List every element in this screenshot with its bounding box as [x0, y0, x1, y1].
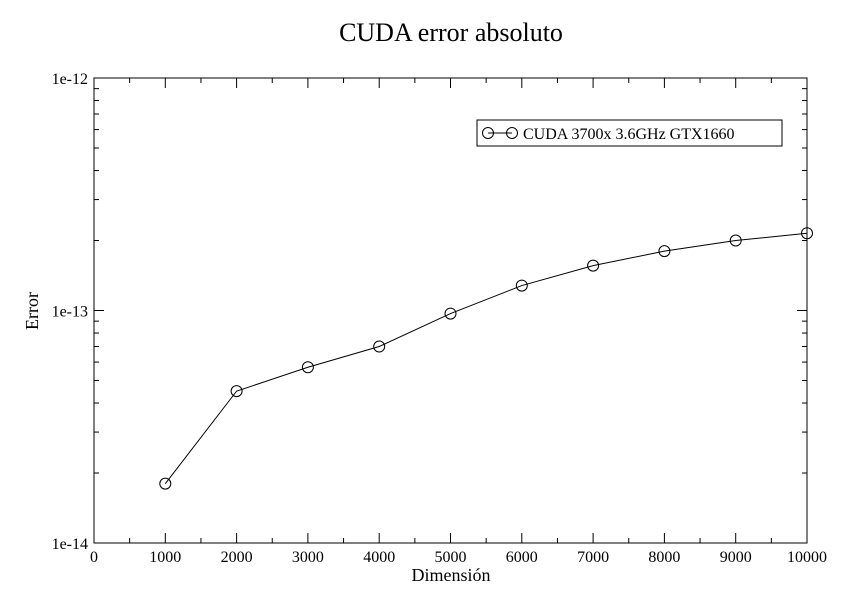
x-tick-label: 1000: [149, 549, 181, 566]
data-point: [658, 245, 671, 258]
legend-marker: [482, 127, 494, 139]
legend-entry-label: CUDA 3700x 3.6GHz GTX1660: [523, 126, 735, 143]
x-tick-label: 6000: [506, 549, 538, 566]
axis-tick-labels: 0 1000 2000 3000 4000 5000 6000 7000 8000 9000 100…: [52, 71, 827, 566]
data-point: [587, 259, 600, 272]
x-tick-label: 9000: [720, 549, 752, 566]
y-tick-label: 1e-13: [52, 304, 88, 321]
x-tick-label: 8000: [648, 549, 680, 566]
legend-box: [476, 119, 783, 147]
x-tick-label: 4000: [363, 549, 395, 566]
data-point: [159, 477, 172, 490]
legend-marker: [506, 127, 518, 139]
x-tick-label: 5000: [435, 549, 467, 566]
y-axis-label: Error: [22, 292, 42, 330]
y-tick-label: 1e-12: [52, 71, 88, 88]
legend: CUDA 3700x 3.6GHz GTX1660: [476, 119, 783, 147]
axis-ticks: [93, 77, 808, 544]
x-axis-label: Dimensión: [412, 565, 491, 585]
data-point: [301, 361, 314, 374]
x-tick-label: 0: [90, 549, 98, 566]
data-point: [230, 385, 243, 398]
x-tick-label: 2000: [221, 549, 253, 566]
series-layer: [159, 227, 813, 490]
x-tick-label: 10000: [787, 549, 827, 566]
series-line: [164, 232, 808, 484]
y-tick-label: 1e-14: [52, 536, 88, 553]
x-tick-label: 3000: [292, 549, 324, 566]
chart-title: CUDA error absoluto: [339, 18, 563, 47]
plot-frame: [93, 77, 808, 544]
data-point: [729, 234, 742, 247]
data-point: [515, 279, 528, 292]
data-point: [801, 227, 813, 240]
data-point: [444, 307, 457, 320]
x-tick-label: 7000: [577, 549, 609, 566]
data-point: [373, 340, 386, 353]
